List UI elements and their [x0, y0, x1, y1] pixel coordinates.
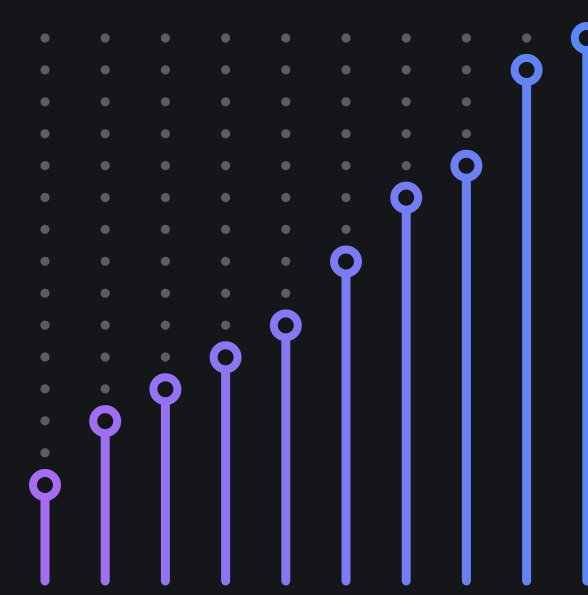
grid-dot — [281, 288, 291, 298]
lollipop-heads — [29, 22, 588, 501]
lollipop-head-center — [161, 385, 170, 394]
grid-dot — [100, 288, 110, 298]
grid-dot — [160, 288, 170, 298]
grid-dot — [160, 224, 170, 234]
grid-dot — [401, 161, 411, 171]
grid-dot — [160, 192, 170, 203]
grid-dot — [40, 256, 50, 266]
grid-dot — [40, 192, 50, 203]
dot-grid — [40, 33, 532, 458]
grid-dot — [100, 161, 110, 171]
grid-dot — [281, 192, 291, 203]
lollipop-head-center — [101, 416, 110, 426]
grid-dot — [40, 97, 50, 107]
grid-dot — [401, 33, 411, 43]
grid-dot — [461, 65, 471, 75]
grid-dot — [160, 129, 170, 139]
grid-dot — [40, 288, 50, 298]
grid-dot — [461, 129, 471, 139]
grid-dot — [40, 352, 50, 362]
grid-dot — [221, 97, 231, 107]
lollipop-head-center — [281, 321, 290, 330]
grid-dot — [160, 352, 170, 362]
grid-dot — [281, 161, 291, 171]
grid-dot — [281, 97, 291, 107]
grid-dot — [281, 65, 291, 75]
grid-dot — [341, 224, 351, 234]
lollipop-head-center — [341, 257, 351, 266]
grid-dot — [341, 129, 351, 139]
grid-dot — [40, 448, 50, 458]
grid-dot — [100, 256, 110, 266]
grid-dot — [160, 65, 170, 75]
grid-dot — [40, 161, 50, 171]
grid-dot — [160, 161, 170, 171]
grid-dot — [461, 97, 471, 107]
grid-dot — [341, 192, 351, 203]
grid-dot — [341, 97, 351, 107]
grid-dot — [40, 65, 50, 75]
grid-dot — [160, 320, 170, 330]
grid-dot — [100, 352, 110, 362]
grid-dot — [100, 129, 110, 139]
grid-dot — [100, 320, 110, 330]
grid-dot — [221, 192, 231, 203]
grid-dot — [160, 256, 170, 266]
grid-dot — [100, 384, 110, 394]
grid-dot — [160, 97, 170, 107]
grid-dot — [221, 256, 231, 266]
grid-dot — [40, 33, 50, 43]
grid-dot — [221, 288, 231, 298]
grid-dot — [100, 65, 110, 75]
grid-dot — [221, 65, 231, 75]
grid-dot — [461, 33, 471, 43]
grid-dot — [401, 65, 411, 75]
grid-dot — [221, 129, 231, 139]
grid-dot — [40, 416, 50, 426]
grid-dot — [281, 33, 291, 43]
grid-dot — [341, 161, 351, 171]
lollipop-head-center — [402, 193, 411, 202]
grid-dot — [100, 97, 110, 107]
lollipop-head-center — [462, 161, 471, 170]
grid-dot — [40, 129, 50, 139]
lollipop-head-center — [40, 480, 50, 490]
grid-dot — [281, 129, 291, 139]
grid-dot — [100, 224, 110, 234]
grid-dot — [40, 320, 50, 330]
grid-dot — [221, 33, 231, 43]
grid-dot — [401, 129, 411, 139]
grid-dot — [221, 320, 231, 330]
grid-dot — [401, 97, 411, 107]
grid-dot — [40, 224, 50, 234]
grid-dot — [100, 33, 110, 43]
lollipop-head-center — [522, 65, 531, 75]
lollipop-stems — [40, 33, 588, 586]
grid-dot — [221, 161, 231, 171]
lollipop-head-10 — [570, 22, 588, 54]
grid-dot — [281, 256, 291, 266]
grid-dot — [281, 224, 291, 234]
grid-dot — [221, 224, 231, 234]
grid-dot — [522, 33, 532, 43]
grid-dot — [40, 384, 50, 394]
grid-dot — [341, 65, 351, 75]
lollipop-head-center — [582, 33, 588, 43]
grid-dot — [341, 33, 351, 43]
grid-dot — [160, 33, 170, 43]
lollipop-head-center — [221, 353, 230, 362]
grid-dot — [100, 192, 110, 203]
